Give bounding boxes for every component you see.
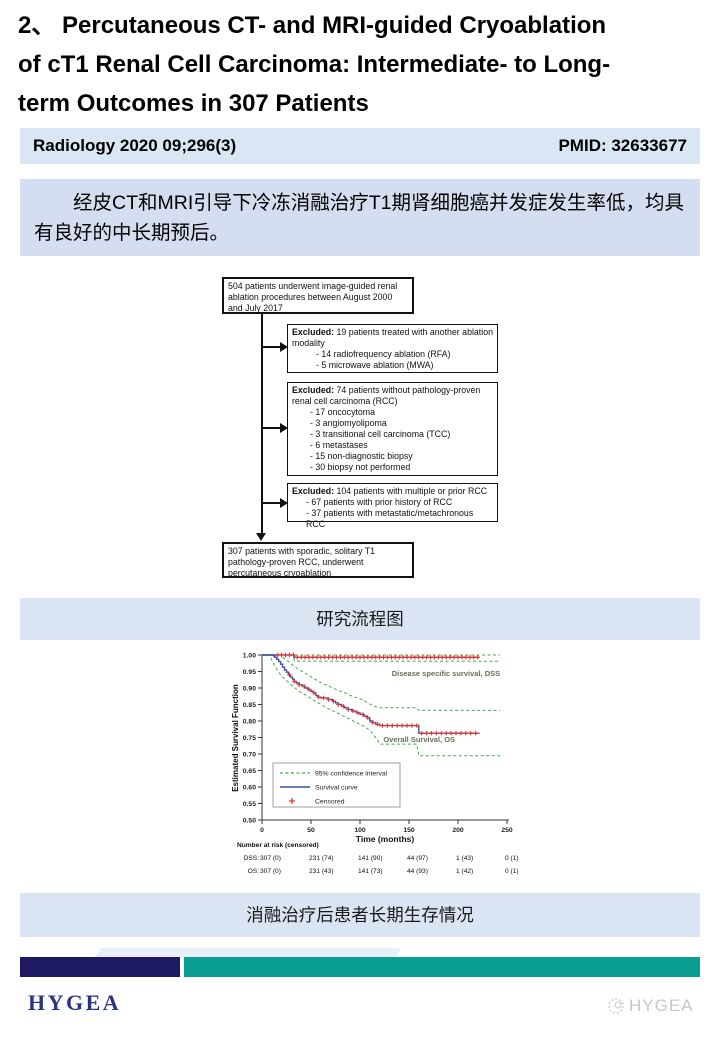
svg-text:0.90: 0.90 bbox=[243, 685, 256, 692]
svg-text:50: 50 bbox=[307, 827, 315, 834]
journal-bar: Radiology 2020 09;296(3) PMID: 32633677 bbox=[20, 128, 700, 164]
svg-text:307 (0): 307 (0) bbox=[260, 855, 281, 862]
figure-caption: 消融治疗后患者长期生存情况 bbox=[20, 893, 700, 937]
summary-box: 经皮CT和MRI引导下冷冻消融治疗T1期肾细胞癌并发症发生率低，均具有良好的中长… bbox=[20, 179, 700, 256]
flow-box-excluded-pathology-text: 74 patients without pathology-proven ren… bbox=[292, 385, 481, 406]
footer-bar-navy bbox=[20, 957, 180, 977]
svg-text:OS:: OS: bbox=[248, 868, 260, 875]
arrow-right-icon bbox=[280, 342, 293, 352]
svg-text:Survival curve: Survival curve bbox=[315, 785, 358, 792]
flow-box-excluded-modality-items: - 14 radiofrequency ablation (RFA) - 5 m… bbox=[316, 349, 451, 370]
svg-text:1 (42): 1 (42) bbox=[456, 868, 473, 875]
arrow-right-icon bbox=[280, 498, 293, 508]
svg-text:Time (months): Time (months) bbox=[356, 834, 415, 844]
hygea-watermark-text: HYGEA bbox=[629, 996, 694, 1015]
flow-box-excluded-prior-rcc-items: - 67 patients with prior history of RCC … bbox=[306, 497, 474, 529]
flow-connector-branch2 bbox=[261, 427, 281, 429]
svg-text:95% confidence interval: 95% confidence interval bbox=[315, 771, 388, 778]
flow-connector-branch1 bbox=[261, 346, 281, 348]
flow-box-excluded-prior-rcc: Excluded: 104 patients with multiple or … bbox=[287, 483, 498, 529]
svg-text:307 (0): 307 (0) bbox=[260, 868, 281, 875]
excluded-label: Excluded: bbox=[292, 385, 335, 395]
svg-text:231 (74): 231 (74) bbox=[309, 855, 334, 862]
flow-box-excluded-modality: Excluded: 19 patients treated with anoth… bbox=[287, 324, 498, 373]
svg-text:231 (43): 231 (43) bbox=[309, 868, 334, 875]
svg-text:Censored: Censored bbox=[315, 799, 345, 806]
svg-text:150: 150 bbox=[403, 827, 415, 834]
svg-text:44 (97): 44 (97) bbox=[407, 855, 428, 862]
svg-text:0.65: 0.65 bbox=[243, 768, 256, 775]
excluded-label: Excluded: bbox=[292, 486, 335, 496]
flowchart-caption: 研究流程图 bbox=[20, 598, 700, 640]
paper-title: 2、 Percutaneous CT- and MRI-guided Cryoa… bbox=[18, 6, 610, 123]
svg-text:141 (90): 141 (90) bbox=[358, 855, 383, 862]
flow-box-enrolled: 504 patients underwent image-guided rena… bbox=[222, 277, 414, 314]
flow-box-excluded-pathology-items: - 17 oncocytoma - 3 angiomyolipoma - 3 t… bbox=[310, 407, 451, 472]
svg-text:0.75: 0.75 bbox=[243, 735, 256, 742]
survival-chart: 0.50 0.55 0.60 0.65 0.70 0.75 0.80 0.85 0.90 0.95… bbox=[231, 652, 519, 875]
svg-text:250: 250 bbox=[501, 827, 513, 834]
svg-text:0: 0 bbox=[260, 827, 264, 834]
flow-box-final-cohort-text: 307 patients with sporadic, solitary T1 … bbox=[228, 546, 376, 578]
flow-box-excluded-pathology: Excluded: 74 patients without pathology-… bbox=[287, 382, 498, 476]
flow-box-enrolled-text: 504 patients underwent image-guided rena… bbox=[228, 281, 398, 313]
svg-text:0.95: 0.95 bbox=[243, 669, 256, 676]
excluded-label: Excluded: bbox=[292, 327, 335, 337]
svg-text:141 (73): 141 (73) bbox=[358, 868, 383, 875]
laurel-circle-icon bbox=[608, 998, 624, 1014]
svg-text:44 (93): 44 (93) bbox=[407, 868, 428, 875]
svg-text:200: 200 bbox=[452, 827, 464, 834]
pmid: PMID: 32633677 bbox=[558, 136, 687, 155]
svg-text:1 (43): 1 (43) bbox=[456, 855, 473, 862]
flow-box-excluded-modality-text: 19 patients treated with another ablatio… bbox=[292, 327, 493, 348]
journal-reference: Radiology 2020 09;296(3) bbox=[33, 136, 237, 155]
hygea-watermark: HYGEA bbox=[606, 996, 694, 1016]
flow-box-excluded-prior-rcc-text: 104 patients with multiple or prior RCC bbox=[334, 486, 488, 496]
paper-title-line3: term Outcomes in 307 Patients bbox=[18, 90, 369, 117]
flow-connector-branch3 bbox=[261, 502, 281, 504]
svg-text:0 (1): 0 (1) bbox=[505, 868, 519, 875]
flow-connector-trunk bbox=[261, 314, 263, 536]
svg-text:Disease specific survival, DSS: Disease specific survival, DSS bbox=[392, 669, 500, 678]
paper-title-line2: of cT1 Renal Cell Carcinoma: Intermediat… bbox=[18, 51, 611, 78]
flow-box-final-cohort: 307 patients with sporadic, solitary T1 … bbox=[222, 542, 414, 578]
arrow-right-icon bbox=[280, 423, 293, 433]
svg-text:100: 100 bbox=[354, 827, 366, 834]
footer-decoration bbox=[94, 948, 402, 957]
svg-text:DSS:: DSS: bbox=[244, 855, 260, 862]
paper-title-line1: 2、 Percutaneous CT- and MRI-guided Cryoa… bbox=[18, 12, 607, 39]
svg-text:0.80: 0.80 bbox=[243, 718, 256, 725]
svg-text:0.70: 0.70 bbox=[243, 751, 256, 758]
svg-text:0.85: 0.85 bbox=[243, 702, 256, 709]
svg-text:0.60: 0.60 bbox=[243, 784, 256, 791]
svg-text:Overall Survival, OS: Overall Survival, OS bbox=[383, 735, 455, 744]
arrow-down-icon bbox=[256, 533, 266, 546]
footer-bar-teal bbox=[184, 957, 700, 977]
svg-text:Estimated Survival Function: Estimated Survival Function bbox=[231, 684, 240, 792]
svg-text:0.55: 0.55 bbox=[243, 801, 256, 808]
svg-text:0.50: 0.50 bbox=[243, 817, 256, 824]
hygea-logo: HYGEA bbox=[28, 990, 122, 1015]
svg-text:0 (1): 0 (1) bbox=[505, 855, 519, 862]
svg-text:1.00: 1.00 bbox=[243, 652, 256, 659]
svg-text:Number at risk (censored): Number at risk (censored) bbox=[237, 842, 319, 849]
